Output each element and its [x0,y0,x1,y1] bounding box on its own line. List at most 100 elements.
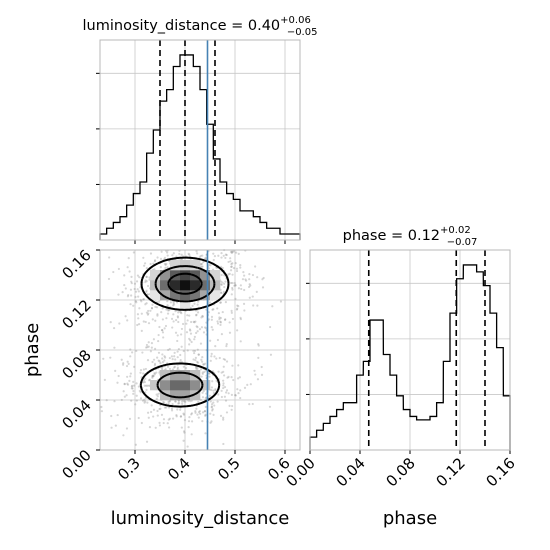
2d-scatter-point [130,387,133,390]
title-ld-plus: +0.06 [280,15,311,26]
2d-scatter-point [177,311,180,314]
2d-scatter-point [142,298,145,301]
2d-scatter-point [210,406,213,409]
2d-scatter-point [210,420,213,423]
2d-scatter-point [172,252,175,255]
2d-scatter-point [132,380,135,383]
2d-scatter-point [257,344,260,347]
2d-scatter-point [248,278,251,281]
2d-scatter-point [196,367,199,371]
2d-scatter-point [180,333,183,336]
2d-scatter-point [222,442,225,446]
2d-scatter-point [159,361,162,365]
2d-density-cell [190,380,201,391]
2d-scatter-point [222,418,225,421]
2d-density-cell [190,260,201,271]
2d-scatter-point [231,364,234,367]
title-phase-plus: +0.02 [440,225,471,236]
2d-scatter-point [166,266,169,269]
2d-density-cell [160,380,171,391]
2d-scatter-point [147,309,150,313]
2d-scatter-point [117,293,120,296]
2d-scatter-point [223,358,227,361]
2d-density-cell [200,270,211,281]
2d-scatter-point [132,384,136,387]
2d-scatter-point [229,281,233,285]
2d-scatter-point [201,411,205,414]
2d-scatter-point [164,356,167,359]
2d-density-cell [170,370,181,381]
2d-scatter-point [131,384,134,387]
2d-scatter-point [268,325,272,329]
2d-scatter-point [163,327,166,330]
2d-scatter-point [212,252,215,255]
2d-scatter-point [185,322,188,325]
2d-scatter-point [168,367,172,371]
2d-scatter-point [166,300,169,303]
2d-scatter-point [235,308,239,311]
2d-density-cell [210,290,221,301]
2d-scatter-point [197,300,200,303]
2d-scatter-point [126,360,129,363]
2d-scatter-point [222,290,225,293]
2d-scatter-point [126,266,129,269]
2d-scatter-point [135,280,139,283]
2d-scatter-point [234,393,237,397]
2d-scatter-point [229,260,232,263]
2d-scatter-point [193,302,196,305]
2d-scatter-point [175,414,178,417]
2d-scatter-point [174,400,177,403]
2d-scatter-point [219,283,223,286]
2d-scatter-point [145,384,148,387]
2d-scatter-point [232,378,235,382]
title-ld-minus: −0.05 [287,27,318,38]
2d-scatter-point [188,415,191,419]
2d-scatter-point [176,315,179,318]
2d-scatter-point [198,410,201,413]
title-phase: phase = 0.12+0.02 −0.07 [343,225,478,248]
2d-scatter-point [144,320,147,324]
2d-density-cell [150,290,161,301]
2d-scatter-point [155,371,158,374]
2d-scatter-point [162,336,165,339]
2d-scatter-point [171,254,174,257]
2d-scatter-point [215,357,218,360]
2d-scatter-point [176,339,179,343]
2d-scatter-point [194,411,197,414]
2d-scatter-point [218,316,221,319]
2d-scatter-point [188,314,191,317]
2d-scatter-point [200,358,203,361]
ld-xtick-label-1: 0.4 [164,454,194,484]
2d-scatter-point [130,282,133,285]
2d-scatter-point [201,254,204,257]
2d-scatter-point [243,386,247,389]
2d-scatter-point [211,380,214,383]
2d-scatter-point [190,340,193,344]
2d-scatter-point [200,375,203,378]
2d-scatter-point [220,333,224,336]
2d-density-cell [160,270,171,281]
2d-scatter-point [136,274,140,277]
2d-scatter-point [223,374,226,377]
2d-scatter-point [114,424,117,427]
2d-scatter-point [124,315,127,318]
2d-scatter-point [234,394,237,397]
2d-scatter-point [131,351,134,354]
2d-scatter-point [254,265,257,268]
2d-scatter-point [145,311,149,314]
2d-scatter-point [109,356,112,359]
2d-scatter-point [132,389,135,393]
2d-scatter-point [203,370,206,374]
2d-scatter-point [145,275,148,279]
2d-scatter-point [123,382,126,385]
2d-scatter-point [164,368,167,371]
2d-scatter-point [135,301,138,304]
2d-scatter-point [164,263,167,267]
2d-scatter-point [198,328,202,331]
2d-scatter-point [225,360,229,363]
2d-scatter-point [204,405,207,408]
2d-scatter-point [214,345,217,348]
2d-scatter-point [152,262,155,265]
2d-scatter-point [193,321,196,324]
2d-scatter-point [145,346,148,349]
